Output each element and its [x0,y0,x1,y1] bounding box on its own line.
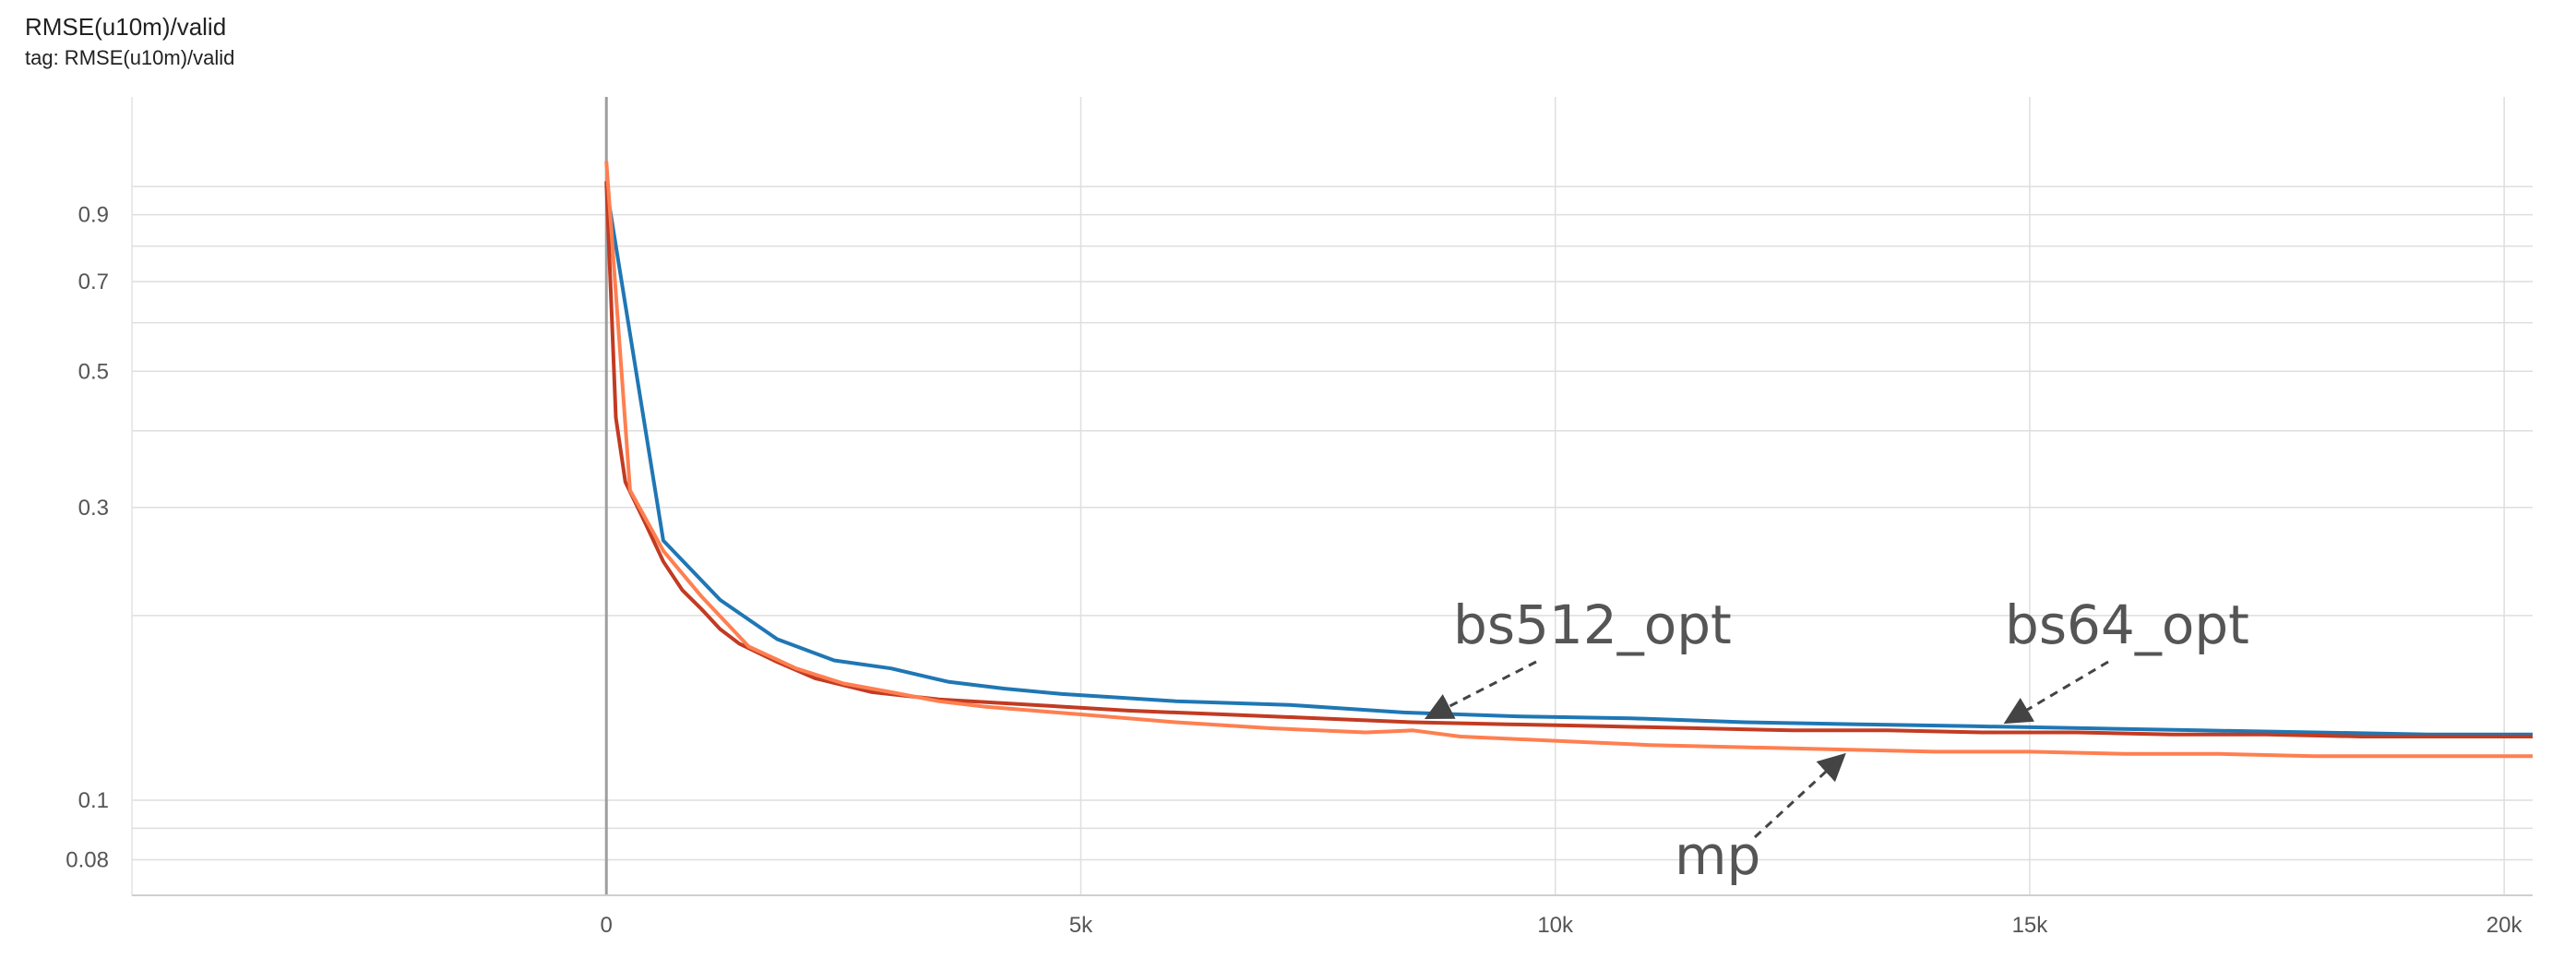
y-tick-label: 0.5 [78,359,109,384]
annotation-arrow-mp [1753,752,1846,839]
axes: 0.08 0.1 0.3 0.5 0.7 0.9 0 5k 10k 15k 20k [66,97,2533,938]
y-tick-label: 0.9 [78,203,109,228]
grid [131,97,2533,895]
series-group [604,161,2533,759]
x-tick-label: 10k [1537,913,1574,938]
series-line-bs512_opt [604,181,2533,738]
x-tick-label: 15k [2012,913,2049,938]
x-tick-label: 20k [2487,913,2523,938]
y-tick-label: 0.1 [78,788,109,813]
annotation-arrow-bs64_opt [2003,660,2109,725]
annotation-label-bs512_opt: bs512_opt [1453,593,1732,656]
y-tick-label: 0.7 [78,270,109,294]
chart-tag: tag: RMSE(u10m)/valid [25,46,235,69]
annotation-label-mp: mp [1675,824,1760,887]
x-tick-label: 0 [601,913,613,938]
y-tick-label: 0.3 [78,496,109,521]
annotation-arrow-bs512_opt [1424,660,1537,720]
annotation-label-bs64_opt: bs64_opt [2005,593,2249,656]
chart-title: RMSE(u10m)/valid [25,13,227,41]
y-tick-label: 0.08 [66,847,109,872]
series-line-bs64_opt [604,186,2533,737]
x-tick-label: 5k [1069,913,1093,938]
series-line-mp [604,161,2533,759]
